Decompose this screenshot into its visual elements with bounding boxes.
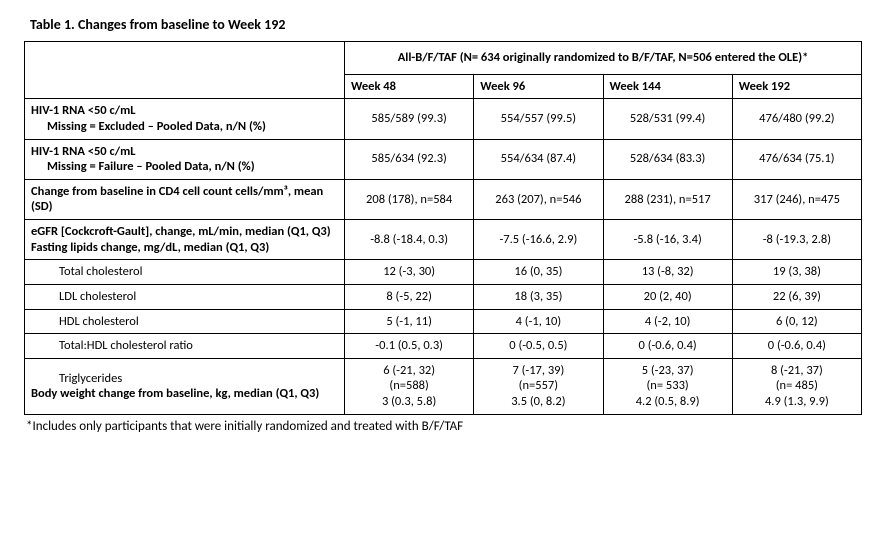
cell: 476/634 (75.1)	[732, 139, 861, 179]
cell: -7.5 (-16.6, 2.9)	[474, 220, 603, 260]
table-row: Change from baseline in CD4 cell count c…	[25, 179, 862, 219]
table-row: HDL cholesterol 5 (-1, 11) 4 (-1, 10) 4 …	[25, 309, 862, 334]
cell: 585/634 (92.3)	[345, 139, 474, 179]
table-row: HIV-1 RNA <50 c/mL Missing = Failure – P…	[25, 139, 862, 179]
table-title: Table 1. Changes from baseline to Week 1…	[30, 16, 862, 33]
row-label-ratio: Total:HDL cholesterol ratio	[25, 334, 345, 359]
row-label-line: HDL cholesterol	[31, 314, 139, 330]
row-label-hiv-failure: HIV-1 RNA <50 c/mL Missing = Failure – P…	[25, 139, 345, 179]
cell: 7 (-17, 39) (n=557) 3.5 (0, 8.2)	[474, 358, 603, 414]
cell-line: (n=557)	[480, 378, 596, 394]
row-label-line: eGFR [Cockcroft-Gault], change, mL/min, …	[31, 224, 331, 239]
row-label-line: Body weight change from baseline, kg, me…	[31, 386, 319, 401]
corner-cell	[25, 42, 345, 99]
cell: 13 (-8, 32)	[603, 260, 732, 285]
cell: -0.1 (0.5, 0.3)	[345, 334, 474, 359]
row-label-line: Total cholesterol	[31, 264, 142, 280]
cell: 554/557 (99.5)	[474, 99, 603, 139]
cell: 6 (0, 12)	[732, 309, 861, 334]
cell: 0 (-0.6, 0.4)	[603, 334, 732, 359]
cell: 4 (-2, 10)	[603, 309, 732, 334]
cell-line: 5 (-23, 37)	[610, 363, 726, 379]
table-row: Triglycerides Body weight change from ba…	[25, 358, 862, 414]
col-header: Week 96	[474, 74, 603, 99]
row-label-tc: Total cholesterol	[25, 260, 345, 285]
cell: 22 (6, 39)	[732, 284, 861, 309]
row-label-line: Fasting lipids change, mg/dL, median (Q1…	[31, 240, 269, 255]
row-label-line: HIV-1 RNA <50 c/mL	[31, 144, 136, 159]
cell: 20 (2, 40)	[603, 284, 732, 309]
cell: 208 (178), n=584	[345, 179, 474, 219]
cell: 16 (0, 35)	[474, 260, 603, 285]
group-header: All-B/F/TAF (N= 634 originally randomize…	[345, 42, 862, 75]
table-row: eGFR [Cockcroft-Gault], change, mL/min, …	[25, 220, 862, 260]
cell: 0 (-0.5, 0.5)	[474, 334, 603, 359]
cell: 476/480 (99.2)	[732, 99, 861, 139]
cell: 8 (-5, 22)	[345, 284, 474, 309]
row-label-line: Missing = Excluded – Pooled Data, n/N (%…	[31, 119, 338, 135]
cell: 528/531 (99.4)	[603, 99, 732, 139]
row-label-line: LDL cholesterol	[31, 289, 136, 305]
cell: 5 (-1, 11)	[345, 309, 474, 334]
row-label-hiv-excluded: HIV-1 RNA <50 c/mL Missing = Excluded – …	[25, 99, 345, 139]
cell: 18 (3, 35)	[474, 284, 603, 309]
cell: 288 (231), n=517	[603, 179, 732, 219]
table-row: LDL cholesterol 8 (-5, 22) 18 (3, 35) 20…	[25, 284, 862, 309]
row-label-trig-bw: Triglycerides Body weight change from ba…	[25, 358, 345, 414]
cell: 5 (-23, 37) (n= 533) 4.2 (0.5, 8.9)	[603, 358, 732, 414]
table-row: Total:HDL cholesterol ratio -0.1 (0.5, 0…	[25, 334, 862, 359]
col-header: Week 48	[345, 74, 474, 99]
cell: 263 (207), n=546	[474, 179, 603, 219]
cell: 0 (-0.6, 0.4)	[732, 334, 861, 359]
cell-line: 8 (-21, 37)	[739, 363, 855, 379]
cell: -8 (-19.3, 2.8)	[732, 220, 861, 260]
cell: -8.8 (-18.4, 0.3)	[345, 220, 474, 260]
cell: 585/589 (99.3)	[345, 99, 474, 139]
cell: 12 (-3, 30)	[345, 260, 474, 285]
cell: 528/634 (83.3)	[603, 139, 732, 179]
cell-line: 3.5 (0, 8.2)	[480, 394, 596, 410]
cell-line: 3 (0.3, 5.8)	[351, 394, 467, 410]
cell-line: 7 (-17, 39)	[480, 363, 596, 379]
footnote: *Includes only participants that were in…	[26, 419, 862, 434]
header-row-group: All-B/F/TAF (N= 634 originally randomize…	[25, 42, 862, 75]
data-table: All-B/F/TAF (N= 634 originally randomize…	[24, 41, 862, 415]
cell-line: 6 (-21, 32)	[351, 363, 467, 379]
cell-line: (n= 485)	[739, 378, 855, 394]
table-row: HIV-1 RNA <50 c/mL Missing = Excluded – …	[25, 99, 862, 139]
table-row: Total cholesterol 12 (-3, 30) 16 (0, 35)…	[25, 260, 862, 285]
row-label-cd4: Change from baseline in CD4 cell count c…	[25, 179, 345, 219]
cell-line: (n= 533)	[610, 378, 726, 394]
cell: 19 (3, 38)	[732, 260, 861, 285]
row-label-egfr: eGFR [Cockcroft-Gault], change, mL/min, …	[25, 220, 345, 260]
row-label-line: HIV-1 RNA <50 c/mL	[31, 103, 136, 118]
cell-line: (n=588)	[351, 378, 467, 394]
cell-line: 4.2 (0.5, 8.9)	[610, 394, 726, 410]
cell: 554/634 (87.4)	[474, 139, 603, 179]
cell: 317 (246), n=475	[732, 179, 861, 219]
row-label-line: Total:HDL cholesterol ratio	[31, 338, 193, 354]
col-header: Week 192	[732, 74, 861, 99]
col-header: Week 144	[603, 74, 732, 99]
cell: 6 (-21, 32) (n=588) 3 (0.3, 5.8)	[345, 358, 474, 414]
cell: 4 (-1, 10)	[474, 309, 603, 334]
cell-line: 4.9 (1.3, 9.9)	[739, 394, 855, 410]
cell: 8 (-21, 37) (n= 485) 4.9 (1.3, 9.9)	[732, 358, 861, 414]
row-label-line: Triglycerides	[31, 371, 122, 387]
row-label-line: Missing = Failure – Pooled Data, n/N (%)	[31, 159, 338, 175]
page: Table 1. Changes from baseline to Week 1…	[0, 0, 886, 545]
row-label-ldl: LDL cholesterol	[25, 284, 345, 309]
cell: -5.8 (-16, 3.4)	[603, 220, 732, 260]
row-label-hdl: HDL cholesterol	[25, 309, 345, 334]
